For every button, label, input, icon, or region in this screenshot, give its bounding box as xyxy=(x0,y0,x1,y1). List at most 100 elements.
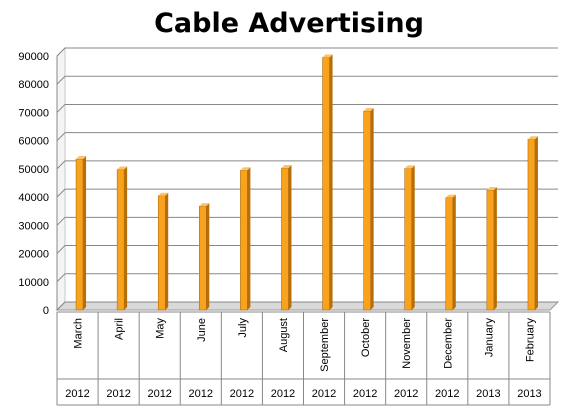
bars xyxy=(75,54,538,311)
bar xyxy=(157,192,169,311)
bar xyxy=(75,156,87,311)
gridlines xyxy=(56,47,558,311)
bar-front xyxy=(486,189,495,311)
gridline xyxy=(56,273,558,283)
gridline xyxy=(56,245,558,254)
y-tick-label: 80000 xyxy=(18,79,49,91)
x-tick-label: December xyxy=(442,318,454,369)
gridline xyxy=(56,301,558,311)
bar-top xyxy=(240,167,251,171)
bar-front xyxy=(157,195,166,311)
x-tick-label: August xyxy=(278,318,290,352)
bar-front xyxy=(404,168,412,311)
bar-top xyxy=(281,165,292,169)
bar-top xyxy=(363,108,374,112)
gridline xyxy=(56,103,558,113)
gridline xyxy=(56,132,558,142)
x-tick-label: June xyxy=(196,318,208,342)
bar xyxy=(527,136,538,311)
bar-top xyxy=(199,203,210,207)
y-tick-label: 10000 xyxy=(18,277,49,289)
year-label: 2013 xyxy=(476,388,500,400)
year-label: 2012 xyxy=(147,388,171,400)
bar-side xyxy=(288,165,292,310)
bar-side xyxy=(165,192,169,310)
bar-side xyxy=(493,187,497,310)
x-tick-label: October xyxy=(360,318,372,357)
bar-side xyxy=(124,166,128,310)
x-tick-label: February xyxy=(524,318,536,363)
y-tick-label: 20000 xyxy=(18,249,49,261)
bar xyxy=(445,194,456,311)
bar-top xyxy=(158,192,169,196)
year-label: 2013 xyxy=(517,388,541,400)
x-tick-label: November xyxy=(401,318,413,369)
bar-side xyxy=(534,136,538,310)
bar-side xyxy=(206,203,210,310)
x-tick-label: May xyxy=(155,318,167,339)
x-tick-label: March xyxy=(73,318,85,349)
bar-front xyxy=(281,167,289,311)
y-tick-label: 60000 xyxy=(18,136,49,148)
y-tick-label: 40000 xyxy=(18,192,49,204)
bar xyxy=(322,54,333,311)
y-axis-ticks: 0 10000 20000 30000 40000 50000 60000 70000 8000… xyxy=(18,51,49,317)
side-wall xyxy=(56,46,66,312)
year-label: 2012 xyxy=(353,388,377,400)
bar-side xyxy=(411,165,415,310)
year-label: 2012 xyxy=(65,388,89,400)
y-tick-label: 50000 xyxy=(18,164,49,176)
bar-front xyxy=(363,110,371,311)
chart-walls xyxy=(55,46,560,312)
bar-front xyxy=(445,197,454,311)
y-tick-label: 90000 xyxy=(18,51,49,63)
gridline xyxy=(56,188,558,198)
gridline xyxy=(56,75,558,85)
bar-side xyxy=(370,108,374,311)
bar-top xyxy=(527,136,538,140)
bar xyxy=(281,165,292,311)
floor xyxy=(55,301,560,311)
y-tick-label: 70000 xyxy=(18,107,49,119)
bar xyxy=(486,187,497,311)
year-label: 2012 xyxy=(394,388,418,400)
bar-top xyxy=(486,187,497,191)
bar-top xyxy=(117,166,128,170)
bar-top xyxy=(404,165,415,169)
bar-side xyxy=(83,156,87,310)
gridline xyxy=(56,216,558,226)
bar-side xyxy=(329,54,333,311)
year-label: 2012 xyxy=(230,388,254,400)
x-tick-label: January xyxy=(483,318,495,358)
year-label: 2012 xyxy=(106,388,130,400)
year-label: 2012 xyxy=(271,388,295,400)
year-label: 2012 xyxy=(312,388,336,400)
bar-side xyxy=(247,167,251,310)
gridline xyxy=(56,160,558,170)
bar-front xyxy=(322,57,330,311)
x-axis-categories: March 2012 April 2012 May 2012 June 2012 July 201… xyxy=(56,311,551,406)
bar-top xyxy=(322,54,333,58)
bar xyxy=(199,203,210,311)
bar-front xyxy=(116,169,125,311)
bar-front xyxy=(527,139,536,311)
bar xyxy=(363,108,374,311)
x-tick-label: July xyxy=(237,318,249,338)
year-label: 2012 xyxy=(189,388,213,400)
y-tick-label: 0 xyxy=(43,305,49,317)
bar xyxy=(404,165,415,311)
bar-top xyxy=(445,194,456,198)
bar-front xyxy=(75,158,84,311)
x-tick-label: April xyxy=(114,318,126,340)
bar-front xyxy=(240,170,248,311)
bar-side xyxy=(452,194,456,310)
y-tick-label: 30000 xyxy=(18,220,49,232)
bar-front xyxy=(199,205,207,311)
bar xyxy=(240,167,251,311)
gridline xyxy=(56,47,558,57)
year-label: 2012 xyxy=(435,388,459,400)
chart-title: Cable Advertising xyxy=(154,8,424,39)
x-tick-label: September xyxy=(319,318,331,372)
bar xyxy=(116,166,128,311)
